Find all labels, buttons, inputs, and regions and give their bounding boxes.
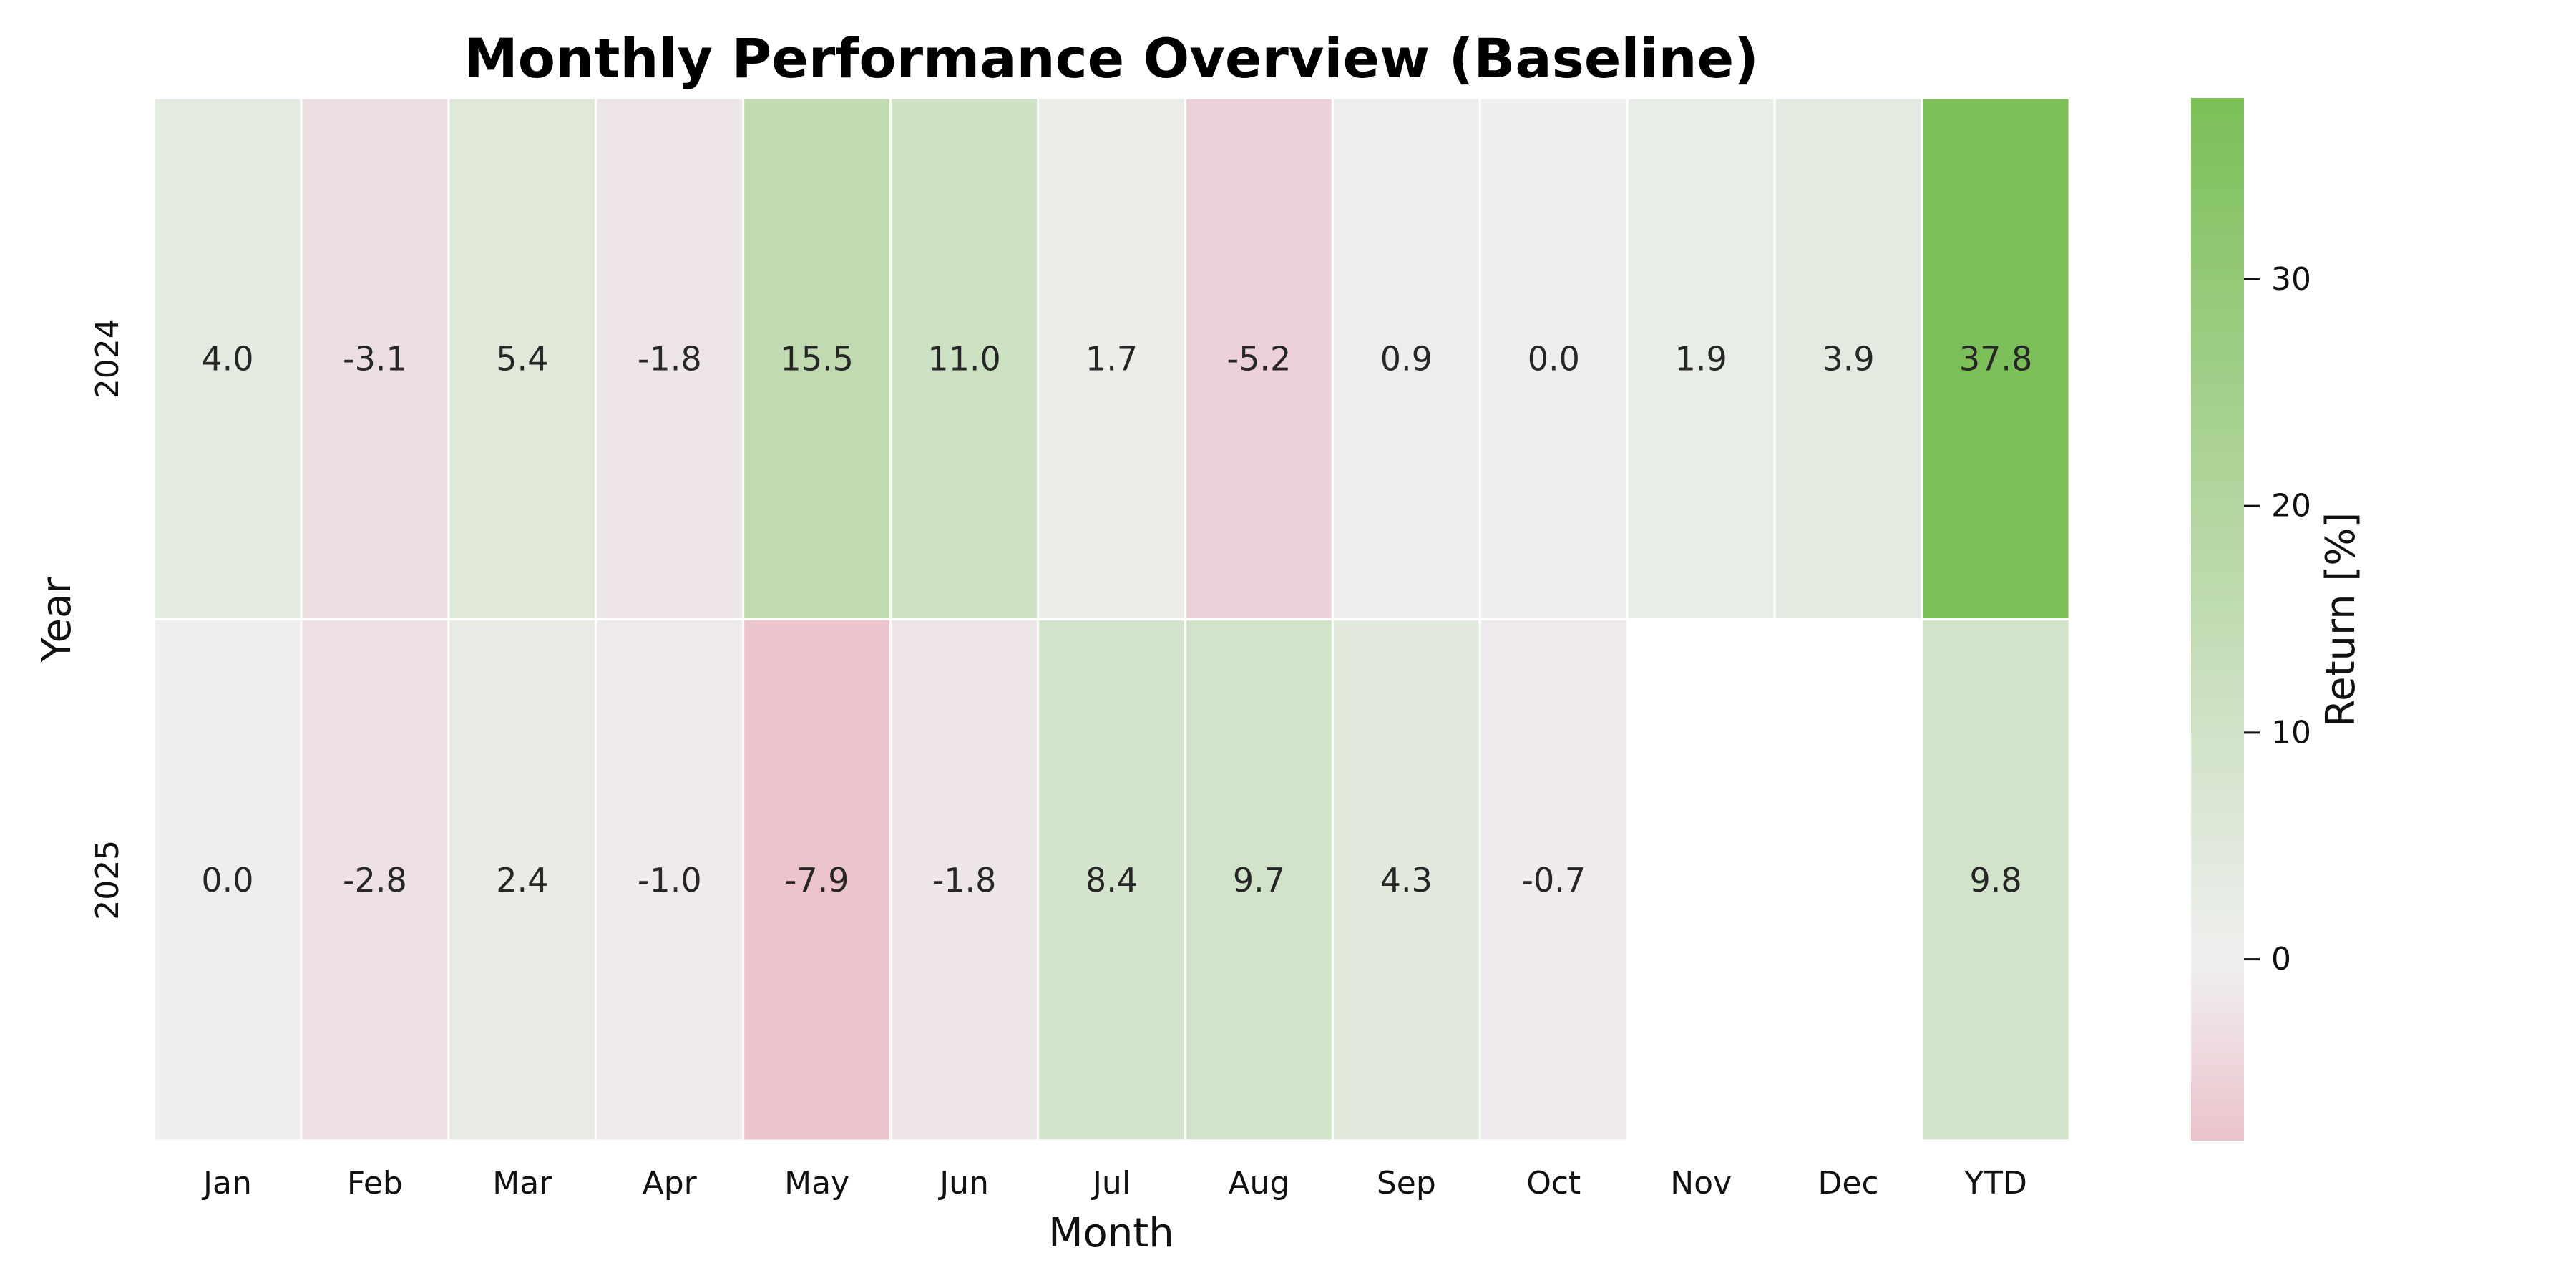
heatmap-cell xyxy=(1331,618,1481,1142)
cell-value-label: 9.8 xyxy=(1969,861,2021,899)
colorbar-tick-label: 0 xyxy=(2271,941,2291,977)
cell-value-label: -1.8 xyxy=(638,339,702,378)
y-tick-labels: 2024 2025 xyxy=(89,318,126,919)
cell-value-label: -1.0 xyxy=(638,861,702,899)
colorbar: 0 10 20 30 Return [%] xyxy=(2191,98,2364,1141)
cell-value-label: -3.1 xyxy=(343,339,407,378)
heatmap-cell xyxy=(889,618,1040,1142)
chart-title: Monthly Performance Overview (Baseline) xyxy=(464,26,1759,90)
x-axis-label: Month xyxy=(1048,1210,1174,1257)
colorbar-ticks: 0 10 20 30 xyxy=(2244,261,2311,977)
heatmap-cell xyxy=(300,618,450,1142)
x-tick-label: YTD xyxy=(1963,1165,2027,1201)
heatmap-cell xyxy=(595,618,745,1142)
x-tick-label: May xyxy=(784,1165,849,1201)
cell-value-label: 37.8 xyxy=(1959,339,2032,378)
colorbar-tick-label: 30 xyxy=(2271,261,2311,298)
heatmap-cell xyxy=(595,97,745,620)
colorbar-gradient xyxy=(2191,98,2244,1141)
cell-value-label: 8.4 xyxy=(1085,861,1138,899)
heatmap-cell xyxy=(1921,97,2071,620)
heatmap-cell xyxy=(152,97,303,620)
cell-value-label: 2.4 xyxy=(496,861,548,899)
heatmap-cell xyxy=(1921,618,2071,1142)
cell-value-label: -1.8 xyxy=(932,861,997,899)
heatmap-cell xyxy=(1184,618,1334,1142)
heatmap-cell xyxy=(1773,97,1923,620)
heatmap-cells: 4.0 -3.1 5.4 -1.8 15.5 11.0 1.7 -5.2 0.9 0.0 1.9 3.… xyxy=(152,97,2071,1142)
cell-value-label: 4.3 xyxy=(1380,861,1433,899)
heatmap-cell xyxy=(1478,97,1629,620)
x-tick-labels: Jan Feb Mar Apr May Jun Jul Aug Sep Oct Nov Dec YTD xyxy=(201,1165,2027,1201)
cell-value-label: 5.4 xyxy=(496,339,548,378)
x-tick-label: Dec xyxy=(1818,1165,1879,1201)
x-tick-label: Mar xyxy=(492,1165,552,1201)
cell-value-label: 1.7 xyxy=(1085,339,1138,378)
cell-value-label: 9.7 xyxy=(1233,861,1285,899)
cell-value-label: -0.7 xyxy=(1521,861,1586,899)
x-tick-label: Sep xyxy=(1377,1165,1436,1201)
heatmap-cell xyxy=(300,97,450,620)
heatmap-cell xyxy=(889,97,1040,620)
cell-value-label: -7.9 xyxy=(785,861,849,899)
cell-value-label: 0.0 xyxy=(201,861,253,899)
heatmap-cell xyxy=(1478,618,1629,1142)
heatmap-cell xyxy=(447,97,597,620)
cell-value-label: 11.0 xyxy=(927,339,1000,378)
cell-value-label: -2.8 xyxy=(343,861,407,899)
heatmap-cell xyxy=(742,97,892,620)
x-tick-label: Jan xyxy=(201,1165,252,1201)
cell-value-label: 1.9 xyxy=(1675,339,1727,378)
heatmap-cell xyxy=(742,618,892,1142)
x-tick-label: Jul xyxy=(1091,1165,1131,1201)
x-tick-label: Aug xyxy=(1228,1165,1289,1201)
colorbar-tick-label: 10 xyxy=(2271,714,2311,751)
cell-value-label: -5.2 xyxy=(1227,339,1292,378)
cell-value-label: 4.0 xyxy=(201,339,253,378)
heatmap-cell xyxy=(152,618,303,1142)
x-tick-label: Feb xyxy=(347,1165,403,1201)
colorbar-tick-label: 20 xyxy=(2271,488,2311,525)
cell-value-label: 3.9 xyxy=(1823,339,1875,378)
x-tick-label: Nov xyxy=(1670,1165,1732,1201)
x-tick-label: Jun xyxy=(937,1165,989,1201)
x-tick-label: Oct xyxy=(1526,1165,1581,1201)
x-tick-label: Apr xyxy=(643,1165,698,1201)
heatmap-cell xyxy=(447,618,597,1142)
cell-value-label: 15.5 xyxy=(780,339,853,378)
y-tick-label: 2025 xyxy=(89,840,126,920)
colorbar-label: Return [%] xyxy=(2318,512,2364,728)
heatmap-cell xyxy=(1037,618,1186,1142)
heatmap-cell xyxy=(1184,97,1334,620)
cell-value-label: 0.0 xyxy=(1528,339,1580,378)
y-axis-label: Year xyxy=(34,577,80,663)
y-tick-label: 2024 xyxy=(89,318,126,399)
cell-value-label: 0.9 xyxy=(1380,339,1433,378)
